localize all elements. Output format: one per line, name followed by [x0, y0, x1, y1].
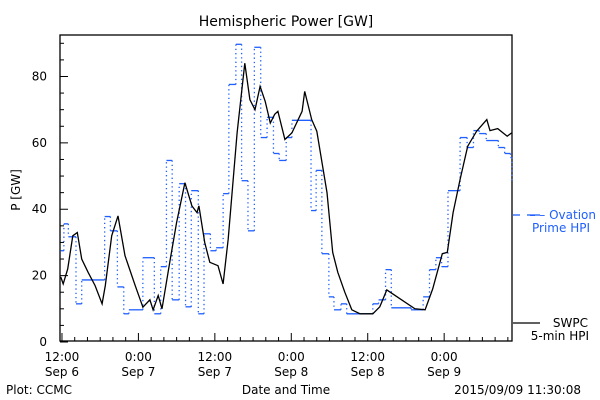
legend-swpc-label-1: SWPC [553, 316, 588, 330]
x-tick-label-time: 0:00 [125, 350, 152, 364]
x-tick-label-time: 0:00 [278, 350, 305, 364]
x-tick-label-date: Sep 7 [198, 365, 232, 379]
legend-swpc-label-2: 5-min HPI [531, 329, 589, 343]
x-tick-label-time: 12:00 [198, 350, 233, 364]
y-tick-label: 40 [32, 202, 47, 216]
x-tick-label-date: Sep 9 [427, 365, 461, 379]
y-axis-label: P [GW] [9, 169, 23, 211]
legend-ovation-label-1: – – Ovation [529, 208, 596, 222]
chart-title: Hemispheric Power [GW] [199, 14, 374, 30]
y-tick-label: 20 [32, 269, 47, 283]
legend-ovation-label-2: Prime HPI [532, 221, 590, 235]
swpc-line [60, 63, 513, 315]
swpc-series [60, 63, 513, 315]
x-tick-label-date: Sep 8 [274, 365, 308, 379]
x-tick-label-time: 0:00 [431, 350, 458, 364]
y-tick-label: 60 [32, 136, 47, 150]
y-tick-label: 0 [39, 335, 47, 349]
ovation-prime-series [60, 43, 513, 315]
plot-credit: Plot: CCMC [6, 383, 72, 397]
x-tick-label-date: Sep 8 [351, 365, 385, 379]
plot-timestamp: 2015/09/09 11:30:08 [454, 383, 581, 397]
plot-frame [59, 34, 513, 342]
x-tick-label-date: Sep 7 [121, 365, 155, 379]
x-tick-label-time: 12:00 [350, 350, 385, 364]
legend: – – Ovation Prime HPI SWPC 5-min HPI [513, 208, 596, 343]
y-tick-label: 80 [32, 69, 47, 83]
x-tick-label-date: Sep 6 [45, 365, 79, 379]
x-tick-label-time: 12:00 [45, 350, 80, 364]
x-axis-label: Date and Time [242, 383, 330, 397]
